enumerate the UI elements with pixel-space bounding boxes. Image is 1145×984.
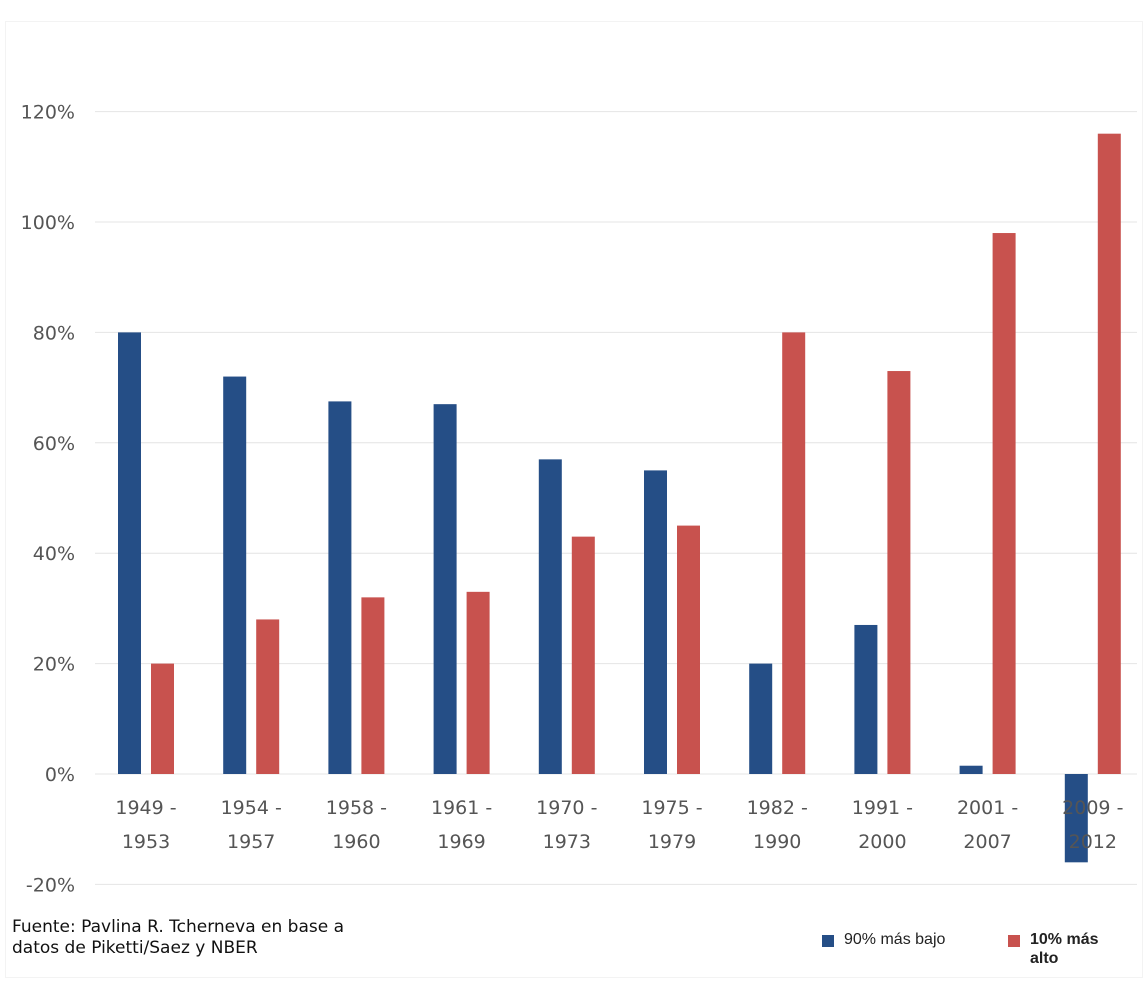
bar-top-10 <box>887 371 911 774</box>
bar-top-10 <box>256 619 280 774</box>
x-tick-label: 1991 - <box>852 797 913 819</box>
x-tick-label: 1961 - <box>431 797 492 819</box>
bar-top-10 <box>151 663 174 774</box>
legend-swatch <box>822 935 834 947</box>
bar-bottom-90 <box>223 376 247 774</box>
bar-top-10 <box>992 233 1016 775</box>
legend: 90% más bajo 10% más alto <box>822 930 1142 980</box>
x-tick-label: 1949 - <box>115 797 176 819</box>
y-tick-label: 20% <box>33 654 75 676</box>
bar-top-10 <box>466 591 490 774</box>
bar-top-10 <box>1097 133 1121 774</box>
x-tick-label: 2000 <box>858 831 906 853</box>
legend-item-bottom-90: 90% más bajo <box>822 930 945 949</box>
bar-bottom-90 <box>644 470 667 774</box>
legend-item-top-10: 10% más alto <box>1008 930 1130 968</box>
bar-bottom-90 <box>1064 774 1088 863</box>
bar-bottom-90 <box>854 624 878 774</box>
x-tick-label: 1990 <box>753 831 801 853</box>
y-tick-label: 100% <box>21 212 75 234</box>
bar-bottom-90 <box>433 404 457 774</box>
legend-swatch <box>1008 935 1020 947</box>
bar-top-10 <box>782 332 806 774</box>
x-tick-label: 1957 <box>227 831 275 853</box>
y-tick-label: 0% <box>45 764 75 786</box>
bar-top-10 <box>571 536 595 774</box>
source-note-line: Fuente: Pavlina R. Tcherneva en base a <box>12 917 344 937</box>
legend-label: 90% más bajo <box>844 931 946 948</box>
x-tick-label: 1958 - <box>326 797 387 819</box>
x-tick-label: 1970 - <box>536 797 597 819</box>
bar-bottom-90 <box>118 332 141 774</box>
x-tick-label: 1969 <box>437 831 485 853</box>
y-tick-label: 60% <box>33 433 75 455</box>
x-tick-label: 1982 - <box>747 797 808 819</box>
x-tick-label: 1973 <box>543 831 591 853</box>
x-tick-label: 2007 <box>963 831 1011 853</box>
bar-top-10 <box>361 597 385 774</box>
x-tick-label: 2012 <box>1069 831 1117 853</box>
bar-bottom-90 <box>328 401 352 774</box>
chart-frame <box>6 22 1142 977</box>
y-tick-label: 40% <box>33 543 75 565</box>
legend-label: 10% más alto <box>1030 931 1099 967</box>
x-tick-label: 1954 - <box>221 797 282 819</box>
x-tick-label: 2001 - <box>957 797 1018 819</box>
x-tick-label: 1953 <box>122 831 170 853</box>
bar-bottom-90 <box>749 663 773 774</box>
source-note-line: datos de Piketti/Saez y NBER <box>12 938 258 958</box>
x-tick-label: 1979 <box>648 831 696 853</box>
bar-top-10 <box>677 525 700 774</box>
source-note: Fuente: Pavlina R. Tcherneva en base a d… <box>12 917 482 959</box>
x-tick-label: 2009 - <box>1062 797 1123 819</box>
bar-bottom-90 <box>959 765 983 774</box>
bar-bottom-90 <box>538 459 562 774</box>
x-tick-label: 1975 - <box>641 797 702 819</box>
y-tick-label: -20% <box>26 874 75 896</box>
y-tick-label: 80% <box>33 322 75 344</box>
y-tick-label: 120% <box>21 102 75 124</box>
x-tick-label: 1960 <box>332 831 380 853</box>
